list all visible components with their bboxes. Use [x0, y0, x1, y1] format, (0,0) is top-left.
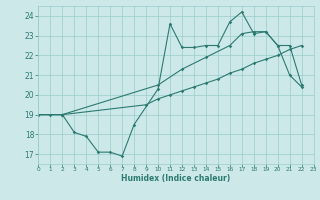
X-axis label: Humidex (Indice chaleur): Humidex (Indice chaleur) — [121, 174, 231, 183]
